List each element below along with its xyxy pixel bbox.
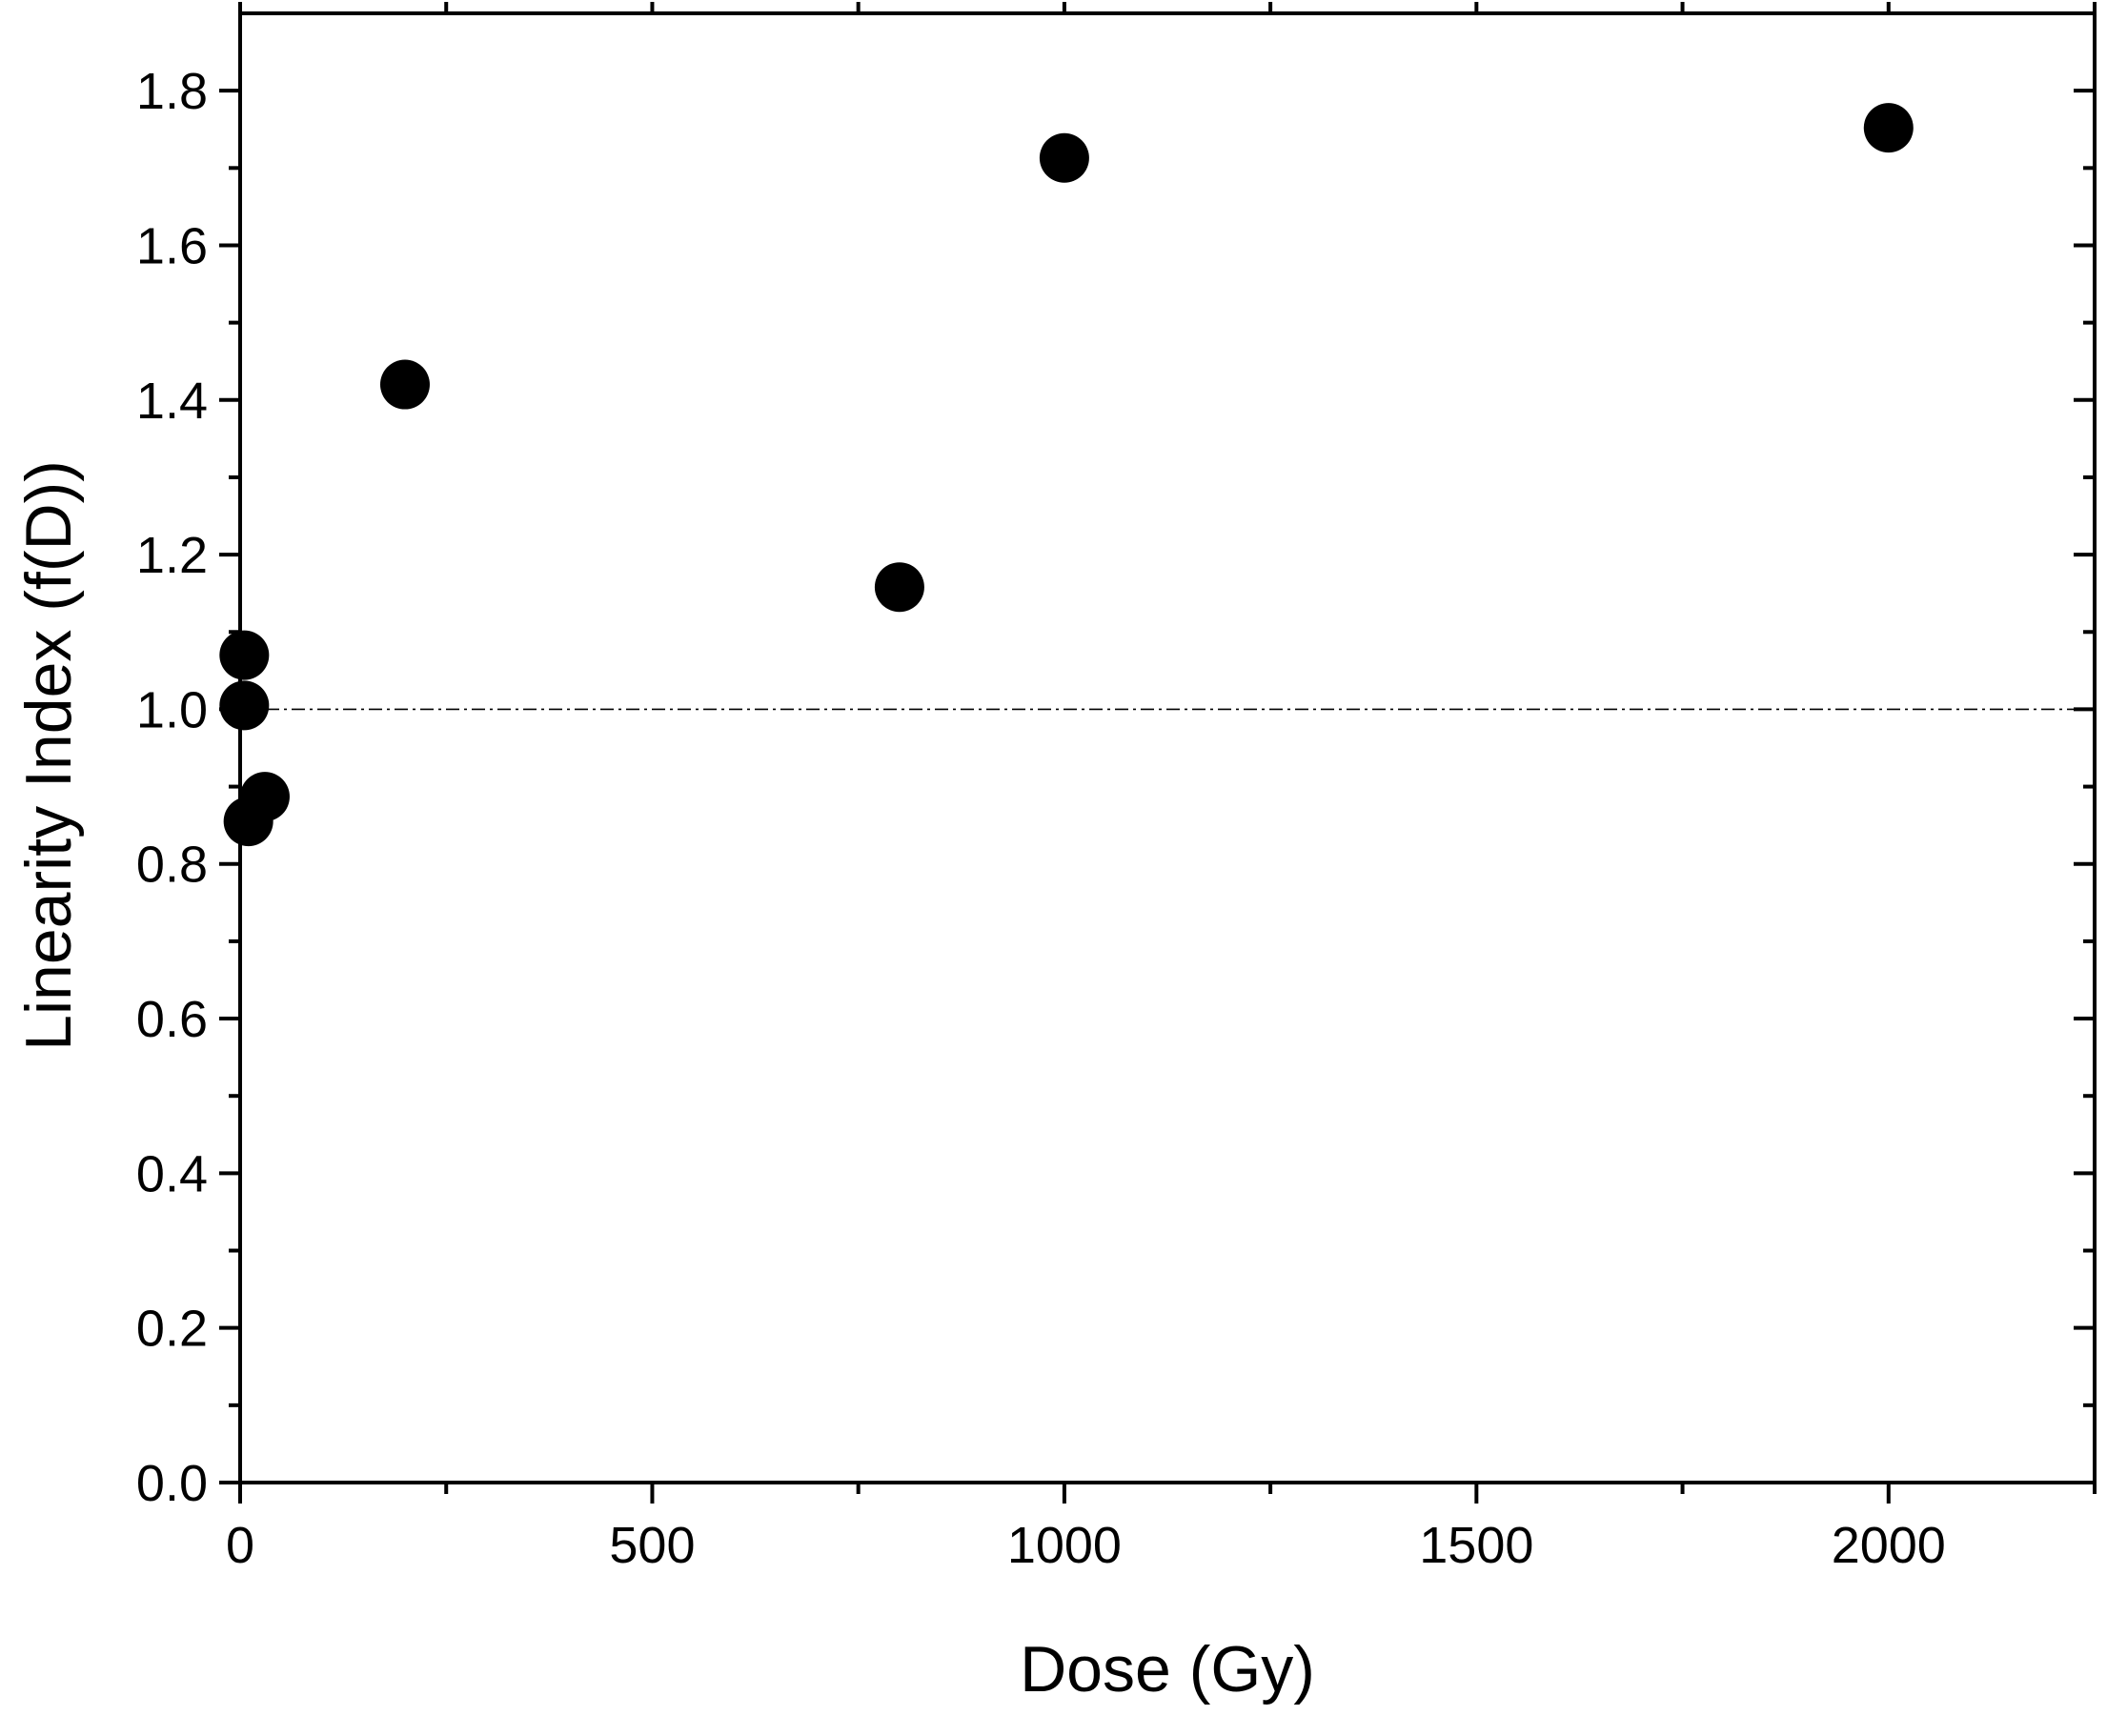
y-tick-label: 1.2 (136, 527, 208, 584)
axis-ticks (219, 2, 2097, 1504)
data-point (379, 359, 430, 410)
x-tick-label: 0 (226, 1517, 254, 1574)
y-axis-title: Linearity Index (f(D)) (12, 460, 85, 1051)
plot-frame (238, 11, 2097, 1484)
y-tick-label: 0.6 (136, 991, 208, 1048)
y-tick-label: 0.4 (136, 1145, 208, 1202)
y-tick-label: 1.0 (136, 681, 208, 738)
y-tick-label: 0.8 (136, 837, 208, 894)
y-tick-label: 1.6 (136, 217, 208, 274)
data-point (239, 772, 290, 822)
x-tick-label: 1000 (1007, 1517, 1122, 1574)
y-tick-label: 0.0 (136, 1455, 208, 1512)
x-tick-label: 1500 (1419, 1517, 1533, 1574)
data-point (1863, 103, 1914, 153)
data-point (1039, 132, 1089, 183)
x-axis-title: Dose (Gy) (1020, 1633, 1315, 1706)
y-tick-label: 1.4 (136, 373, 208, 430)
y-tick-label: 0.2 (136, 1301, 208, 1358)
x-tick-label: 2000 (1832, 1517, 1946, 1574)
data-point (219, 630, 270, 680)
tick-labels: 0 500 1000 1500 2000 0.0 0.2 0.4 0.6 0.8 1.0 1.2 1.4… (136, 63, 1946, 1574)
data-points (219, 103, 1914, 847)
y-tick-label: 1.8 (136, 63, 208, 120)
data-point (219, 680, 270, 731)
x-tick-label: 500 (609, 1517, 695, 1574)
data-point (874, 562, 924, 613)
